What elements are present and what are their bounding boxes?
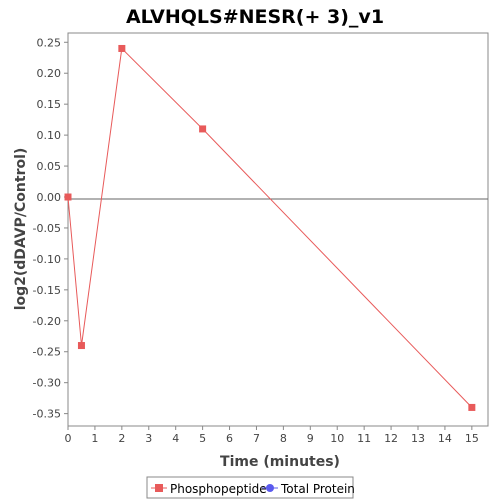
y-tick-label: 0.00 bbox=[37, 191, 62, 204]
plot-frame bbox=[67, 32, 489, 427]
x-axis-label: Time (minutes) bbox=[220, 454, 340, 470]
data-point-phosphopeptide bbox=[77, 342, 85, 350]
legend-item-total-protein: Total Protein bbox=[262, 482, 355, 496]
x-tick-label: 7 bbox=[253, 432, 260, 445]
x-tick-label: 5 bbox=[199, 432, 206, 445]
y-tick-label: -0.35 bbox=[33, 408, 61, 421]
chart-title: ALVHQLS#NESR(+ 3)_v1 bbox=[126, 6, 384, 28]
x-tick-label: 10 bbox=[330, 432, 344, 445]
y-tick-label: 0.10 bbox=[37, 129, 62, 142]
x-tick-label: 11 bbox=[357, 432, 371, 445]
legend: Phosphopeptide Total Protein bbox=[146, 476, 355, 499]
y-axis: 0.25 0.20 0.15 0.10 0.05 0.00 -0.05 -0.10 -0.15 -… bbox=[33, 36, 68, 421]
data-point-phosphopeptide bbox=[199, 125, 207, 133]
legend-box bbox=[146, 476, 354, 499]
x-tick-label: 12 bbox=[384, 432, 398, 445]
x-axis: 0 1 2 3 4 5 6 7 8 9 10 11 12 13 14 15 bbox=[65, 426, 479, 445]
x-tick-label: 15 bbox=[465, 432, 479, 445]
x-tick-label: 14 bbox=[438, 432, 452, 445]
data-point-phosphopeptide bbox=[64, 193, 72, 201]
y-tick-label: 0.05 bbox=[37, 160, 62, 173]
y-tick-label: -0.05 bbox=[33, 222, 61, 235]
x-tick-label: 4 bbox=[172, 432, 179, 445]
y-tick-label: -0.20 bbox=[33, 315, 61, 328]
x-tick-label: 1 bbox=[91, 432, 98, 445]
y-tick-label: 0.20 bbox=[37, 67, 62, 80]
x-tick-label: 6 bbox=[226, 432, 233, 445]
series-layer bbox=[64, 44, 476, 411]
legend-marker-phosphopeptide bbox=[155, 484, 163, 492]
x-tick-label: 2 bbox=[118, 432, 125, 445]
y-tick-label: -0.25 bbox=[33, 346, 61, 359]
y-tick-label: -0.30 bbox=[33, 377, 61, 390]
data-point-phosphopeptide bbox=[468, 403, 476, 411]
legend-marker-total-protein bbox=[266, 484, 274, 492]
plot-area bbox=[67, 32, 489, 427]
legend-item-phosphopeptide: Phosphopeptide bbox=[151, 482, 267, 496]
x-tick-label: 13 bbox=[411, 432, 425, 445]
x-tick-label: 9 bbox=[307, 432, 314, 445]
y-axis-label: log2(dDAVP/Control) bbox=[13, 148, 29, 311]
y-tick-label: 0.15 bbox=[37, 98, 62, 111]
y-tick-label: -0.15 bbox=[33, 284, 61, 297]
y-tick-label: 0.25 bbox=[37, 36, 62, 49]
x-tick-label: 8 bbox=[280, 432, 287, 445]
x-tick-label: 3 bbox=[145, 432, 152, 445]
legend-label-total-protein: Total Protein bbox=[280, 482, 355, 496]
y-tick-label: -0.10 bbox=[33, 253, 61, 266]
legend-label-phosphopeptide: Phosphopeptide bbox=[170, 482, 267, 496]
x-tick-label: 0 bbox=[65, 432, 72, 445]
data-point-phosphopeptide bbox=[118, 44, 126, 52]
